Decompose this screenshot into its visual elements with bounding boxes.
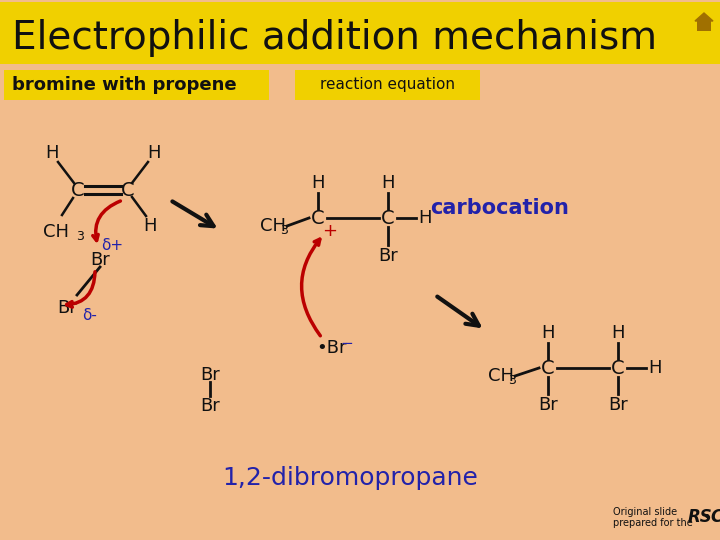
Text: H: H	[382, 174, 395, 192]
Text: H: H	[611, 324, 625, 342]
Text: •Br: •Br	[316, 339, 346, 357]
Text: δ-: δ-	[83, 307, 97, 322]
Text: Br: Br	[608, 396, 628, 414]
Text: C: C	[121, 180, 135, 199]
Bar	[0, 2, 720, 64]
Text: C: C	[71, 180, 85, 199]
Text: Original slide: Original slide	[613, 507, 677, 517]
Text: Br: Br	[378, 247, 398, 265]
Text: reaction equation: reaction equation	[320, 78, 456, 92]
Text: δ+: δ+	[101, 238, 123, 253]
Text: CH: CH	[43, 223, 69, 241]
Text: 3: 3	[508, 375, 516, 388]
Text: Br: Br	[200, 366, 220, 384]
Text: bromine with propene: bromine with propene	[12, 76, 237, 94]
Text: RS: RS	[688, 508, 713, 526]
Text: Br: Br	[57, 299, 77, 317]
Bar	[295, 70, 480, 100]
Text: H: H	[311, 174, 325, 192]
Text: 3: 3	[280, 225, 288, 238]
Text: −: −	[340, 336, 353, 352]
Text: prepared for the: prepared for the	[613, 518, 693, 528]
Text: C: C	[381, 208, 395, 227]
Text: Electrophilic addition mechanism: Electrophilic addition mechanism	[12, 19, 657, 57]
Text: Br: Br	[200, 397, 220, 415]
Text: carbocation: carbocation	[430, 198, 569, 218]
Text: C: C	[710, 508, 720, 526]
Bar	[697, 21, 711, 31]
Text: •: •	[703, 510, 711, 524]
Text: 1,2-dibromopropane: 1,2-dibromopropane	[222, 466, 478, 490]
Text: H: H	[418, 209, 432, 227]
Text: H: H	[541, 324, 554, 342]
Text: 3: 3	[76, 231, 84, 244]
Polygon shape	[695, 13, 713, 21]
Text: H: H	[45, 144, 59, 162]
Text: C: C	[541, 359, 555, 377]
Text: CH: CH	[260, 217, 286, 235]
Text: +: +	[323, 222, 338, 240]
Text: H: H	[143, 217, 157, 235]
Text: C: C	[611, 359, 625, 377]
Text: C: C	[311, 208, 325, 227]
Text: H: H	[148, 144, 161, 162]
Text: Br: Br	[538, 396, 558, 414]
Text: H: H	[648, 359, 662, 377]
Text: CH: CH	[488, 367, 514, 385]
Bar	[4, 70, 269, 100]
Text: Br: Br	[90, 251, 110, 269]
